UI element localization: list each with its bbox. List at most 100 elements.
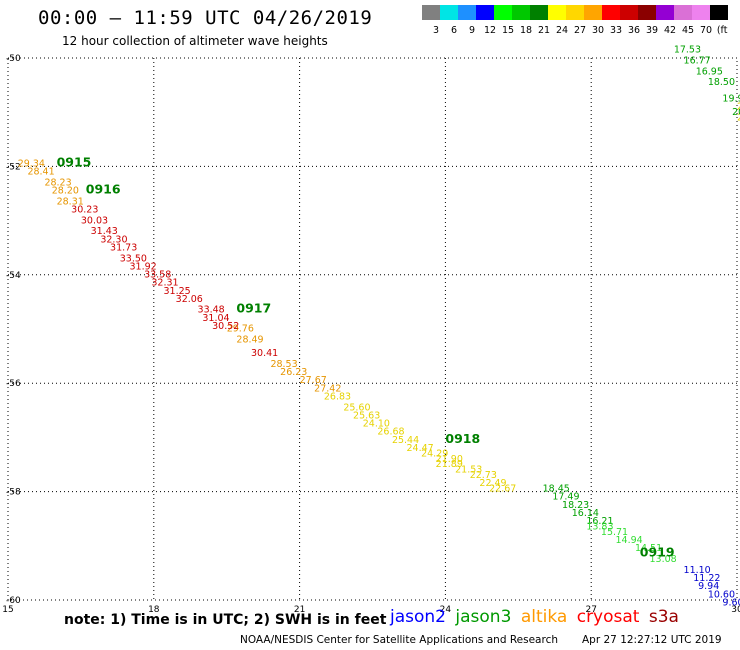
- colorbar-swatch: [530, 5, 548, 20]
- colorbar-label: 24: [556, 25, 568, 36]
- lon-tick-label: 30: [731, 605, 740, 615]
- colorbar-swatch: [602, 5, 620, 20]
- swh-value-label: 14.51: [635, 543, 662, 554]
- swh-value-label: 21.53: [455, 465, 482, 476]
- swh-value-label: 32.31: [151, 278, 178, 289]
- pass-time-label: 0919: [640, 545, 675, 560]
- colorbar-swatch: [494, 5, 512, 20]
- swh-value-label: 32.06: [176, 294, 203, 305]
- swh-value-label: 28.41: [27, 167, 54, 178]
- swh-value-label: 9.60: [722, 597, 740, 608]
- swh-value-label: 13.08: [650, 554, 677, 565]
- colorbar-label: 18: [520, 25, 532, 36]
- legend-jason2: jason2: [390, 607, 446, 627]
- swh-value-label: 18.23: [562, 500, 589, 511]
- colorbar-label: 6: [451, 25, 457, 36]
- swh-value-label: 31.43: [91, 226, 118, 237]
- generated-timestamp: Apr 27 12:27:12 UTC 2019: [582, 634, 722, 646]
- lon-tick-label: 24: [440, 605, 452, 615]
- swh-value-label: 24.29: [421, 448, 448, 459]
- swh-value-label: 13.83: [586, 522, 613, 533]
- swh-value-label: 30.23: [71, 204, 98, 215]
- colorbar-swatch: [548, 5, 566, 20]
- pass-time-label: 0917: [236, 301, 271, 316]
- colorbar-swatch: [710, 5, 728, 20]
- colorbar-label: 9: [469, 25, 475, 36]
- credit-line: NOAA/NESDIS Center for Satellite Applica…: [240, 634, 558, 646]
- swh-value-label: 28.31: [57, 196, 84, 207]
- colorbar-swatch: [476, 5, 494, 20]
- colorbar-label: 21: [538, 25, 550, 36]
- lat-tick-label: -50: [6, 54, 21, 64]
- swh-value-label: 28.49: [236, 335, 263, 346]
- swh-value-label: 22.73: [470, 470, 497, 481]
- swh-value-label: 32.30: [100, 234, 127, 245]
- swh-value-label: 14.94: [616, 535, 643, 546]
- colorbar-label: 36: [628, 25, 640, 36]
- swh-value-label: 22.49: [479, 478, 506, 489]
- pass-time-label: 0916: [86, 182, 121, 197]
- colorbar-swatch: [422, 5, 440, 20]
- colorbar-label: 12: [484, 25, 496, 36]
- colorbar-label: 3: [433, 25, 439, 36]
- swh-value-label: 25.44: [392, 435, 419, 446]
- colorbar-swatch: [512, 5, 530, 20]
- swh-value-label: 27.42: [314, 383, 341, 394]
- swh-value-label: 28.23: [44, 177, 71, 188]
- swh-value-label: 15.71: [601, 527, 628, 538]
- legend-s3a: s3a: [648, 607, 679, 627]
- colorbar-swatch: [458, 5, 476, 20]
- swh-value-label: 33.58: [144, 270, 171, 281]
- swh-value-label: 30.52: [212, 321, 239, 332]
- lat-tick-label: -58: [6, 488, 21, 498]
- swh-value-label: 21.87: [737, 101, 740, 112]
- swh-value-label: 26.83: [324, 391, 351, 402]
- swh-value-label: 20.37: [732, 107, 740, 118]
- swh-value-label: 18.50: [708, 77, 735, 88]
- swh-value-label: 19.97: [722, 93, 740, 104]
- swh-value-label: 9.94: [698, 581, 719, 592]
- page-subtitle: 12 hour collection of altimeter wave hei…: [62, 34, 328, 48]
- colorbar-label: 70: [700, 25, 712, 36]
- lat-tick-label: -52: [6, 162, 21, 172]
- swh-value-label: 16.14: [572, 508, 599, 519]
- colorbar-label: 45: [682, 25, 694, 36]
- footer-note: note: 1) Time is in UTC; 2) SWH is in fe…: [64, 612, 387, 628]
- satellite-legend: jason2 jason3 altika cryosat s3a: [390, 607, 683, 627]
- colorbar-swatch: [566, 5, 584, 20]
- swh-value-label: 10.60: [708, 589, 735, 600]
- swh-value-label: 17.49: [552, 492, 579, 503]
- swh-value-label: 24.47: [407, 443, 434, 454]
- colorbar-swatch: [638, 5, 656, 20]
- colorbar-swatch: [692, 5, 710, 20]
- swh-value-label: 26.68: [377, 427, 404, 438]
- swh-value-label: 18.45: [543, 484, 570, 495]
- lat-tick-label: -56: [6, 379, 21, 389]
- swh-value-label: 28.20: [52, 186, 79, 197]
- swh-value-label: 16.77: [684, 55, 711, 66]
- colorbar-swatch: [656, 5, 674, 20]
- legend-altika: altika: [520, 607, 568, 627]
- colorbar-label: 39: [646, 25, 658, 36]
- lat-tick-label: -60: [6, 596, 21, 606]
- swh-value-label: 16.95: [696, 66, 723, 77]
- lon-tick-label: 15: [2, 605, 13, 615]
- swh-value-label: 24.10: [363, 419, 390, 430]
- swh-value-label: 33.48: [198, 305, 225, 316]
- swh-value-label: 31.73: [110, 242, 137, 253]
- legend-jason3: jason3: [455, 607, 512, 627]
- swh-value-label: 25.63: [353, 410, 380, 421]
- colorbar-label: 27: [574, 25, 586, 36]
- swh-value-label: 11.22: [693, 573, 720, 584]
- swh-value-label: 29.34: [18, 158, 45, 169]
- swh-value-label: 28.53: [270, 359, 297, 370]
- lon-tick-label: 21: [294, 605, 305, 615]
- colorbar-swatch: [440, 5, 458, 20]
- swh-value-label: 21.90: [436, 454, 463, 465]
- swh-value-label: 29.76: [227, 324, 254, 335]
- map-frame: [7, 57, 738, 601]
- swh-value-label: 21.89: [436, 459, 463, 470]
- swh-value-label: 30.03: [81, 215, 108, 226]
